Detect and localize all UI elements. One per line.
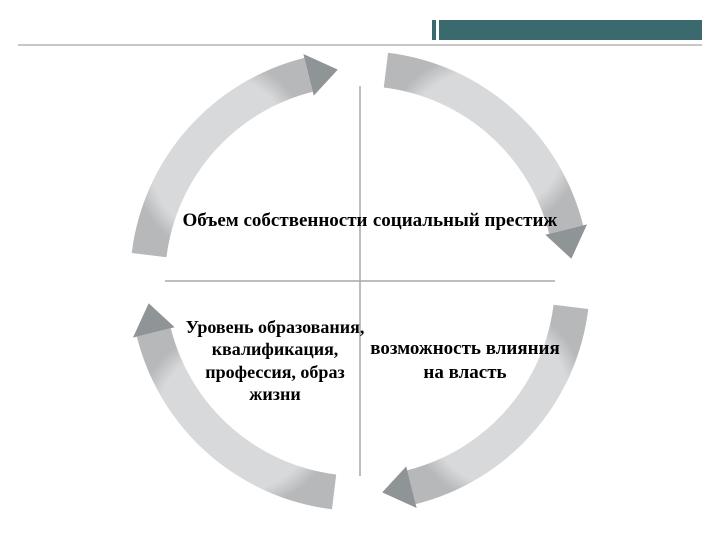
quadrant-bottom-right: возможность влияния на власть	[370, 301, 560, 421]
header-accent-bar	[432, 20, 702, 40]
quadrant-bottom-left: Уровень образования, квалификация, профе…	[180, 286, 370, 436]
quadrant-top-right: социальный престиж	[370, 161, 560, 281]
header-accent-thin	[432, 20, 436, 40]
cycle-diagram: Объем собственности социальный престиж У…	[120, 41, 600, 521]
header-accent-wide	[439, 20, 702, 40]
quadrant-top-left: Объем собственности	[180, 161, 370, 281]
cycle-ring-svg	[120, 41, 600, 521]
